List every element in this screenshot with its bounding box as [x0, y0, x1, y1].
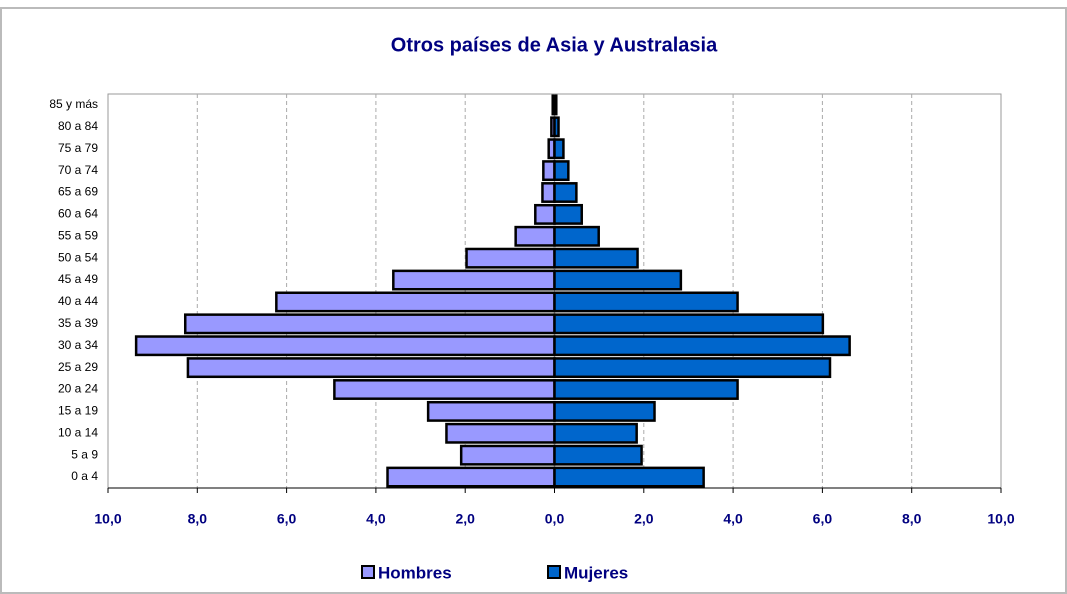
bar [553, 160, 570, 182]
bar [553, 116, 560, 138]
bar [465, 247, 556, 269]
legend-swatch [361, 565, 375, 579]
y-tick-label: 55 a 59 [58, 228, 98, 242]
bar [392, 269, 556, 291]
bar [541, 182, 556, 203]
bar [553, 94, 558, 116]
y-tick-label: 20 a 24 [58, 382, 98, 396]
bar [553, 357, 832, 379]
x-tick-label: 0,0 [545, 511, 565, 527]
bar [553, 225, 600, 247]
bar [553, 138, 565, 160]
bar [534, 203, 556, 225]
legend-swatch [547, 565, 561, 579]
y-tick-label: 45 a 49 [58, 272, 98, 286]
y-tick-label: 60 a 64 [58, 207, 98, 221]
bar [445, 422, 556, 444]
y-tick-label: 40 a 44 [58, 294, 98, 308]
y-tick-label: 80 a 84 [58, 119, 98, 133]
y-tick-label: 30 a 34 [58, 338, 98, 352]
bar [553, 422, 638, 444]
y-tick-label: 70 a 74 [58, 163, 98, 177]
bar [553, 335, 851, 357]
bar [186, 357, 556, 379]
x-tick-label: 2,0 [634, 511, 654, 527]
bar [553, 466, 705, 488]
bar [553, 291, 739, 313]
y-tick-label: 75 a 79 [58, 141, 98, 155]
bar [553, 444, 643, 466]
y-tick-label: 0 a 4 [71, 469, 98, 483]
legend-label: Mujeres [564, 563, 628, 582]
y-tick-label: 10 a 14 [58, 425, 98, 439]
bar [386, 466, 556, 488]
chart-title: Otros países de Asia y Australasia [391, 34, 718, 56]
bar [553, 379, 739, 400]
x-tick-label: 2,0 [455, 511, 475, 527]
y-tick-label: 35 a 39 [58, 316, 98, 330]
y-tick-label: 65 a 69 [58, 185, 98, 199]
x-tick-label: 10,0 [94, 511, 121, 527]
bar [553, 269, 683, 291]
x-tick-label: 4,0 [723, 511, 743, 527]
x-tick-label: 10,0 [987, 511, 1014, 527]
x-tick-label: 6,0 [277, 511, 297, 527]
y-tick-label: 85 y más [49, 97, 98, 111]
x-tick-label: 6,0 [813, 511, 833, 527]
bar [553, 203, 583, 225]
bar [333, 379, 556, 400]
y-tick-label: 25 a 29 [58, 360, 98, 374]
y-tick-label: 50 a 54 [58, 250, 98, 264]
bar [514, 225, 556, 247]
bar [553, 247, 639, 269]
x-tick-label: 4,0 [366, 511, 386, 527]
y-tick-label: 15 a 19 [58, 404, 98, 418]
bar [542, 160, 556, 182]
legend-label: Hombres [378, 563, 452, 582]
bar [134, 335, 556, 357]
bar [426, 400, 556, 422]
x-tick-label: 8,0 [188, 511, 208, 527]
y-tick-label: 5 a 9 [71, 447, 98, 461]
x-tick-label: 8,0 [902, 511, 922, 527]
bar [459, 444, 556, 466]
bar [275, 291, 556, 313]
bar [553, 313, 825, 335]
bar [183, 313, 556, 335]
bar [553, 400, 656, 422]
bar [553, 182, 578, 203]
